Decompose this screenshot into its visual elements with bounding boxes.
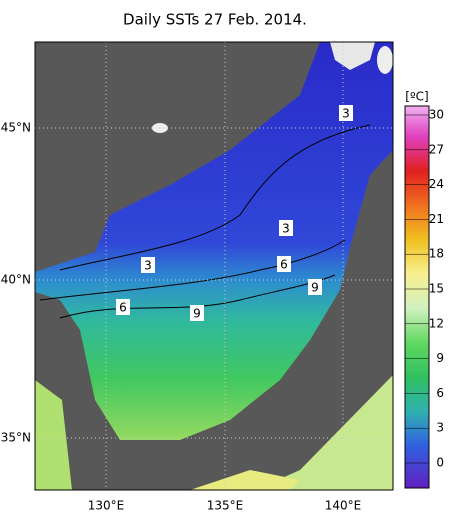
contour-label: 9: [311, 281, 319, 295]
colorbar-tick-label: 6: [436, 386, 444, 400]
contour-label-box: [339, 105, 353, 121]
lon-label: 135°E: [207, 499, 244, 513]
colorbar-tick-label: 27: [429, 142, 444, 156]
contour-label-box: [116, 299, 130, 315]
map-frame: [34, 41, 394, 491]
lat-label: 45°N: [1, 121, 31, 135]
map-area: [34, 41, 394, 491]
colorbar-tick-label: 30: [429, 108, 444, 122]
map-title: Daily SSTs 27 Feb. 2014.: [123, 11, 307, 29]
sea: [255, 375, 393, 490]
contour-label: 3: [282, 222, 290, 236]
sea: [190, 470, 300, 490]
contour-label: 3: [342, 107, 350, 121]
colorbar-tick-label: 15: [429, 282, 444, 296]
colorbar-tick-label: 9: [436, 351, 444, 365]
contour-label-box: [190, 305, 204, 321]
colorbar-tick-label: 21: [429, 212, 444, 226]
contour-label: 9: [193, 307, 201, 321]
contour-label-box: [277, 256, 291, 272]
colorbar-tick-label: 24: [429, 177, 444, 191]
contour-labels: 3 3 3 6 6 9 9: [116, 105, 353, 321]
contour-label: 6: [280, 258, 288, 272]
contour: [59, 274, 336, 319]
colorbar-tick-label: 12: [429, 316, 444, 330]
cloud-mask: [377, 46, 393, 74]
sea: [35, 380, 72, 490]
colorbar: [404, 105, 430, 489]
lat-label: 40°N: [1, 273, 31, 287]
colorbar-unit: [ºC]: [405, 90, 428, 104]
lat-label: 35°N: [1, 431, 31, 445]
contour-label-box: [141, 257, 155, 273]
colorbar-tick-label: 0: [436, 456, 444, 470]
sea: [35, 42, 393, 440]
ice: [330, 42, 375, 70]
colorbar-tick-label: 3: [436, 421, 444, 435]
contour: [39, 239, 346, 301]
graticule: [35, 42, 393, 490]
lon-label: 130°E: [88, 499, 125, 513]
contour: [59, 124, 371, 271]
contour-label-box: [279, 220, 293, 236]
colorbar-tick-label: 18: [429, 247, 444, 261]
lon-label: 140°E: [325, 499, 362, 513]
contour-label: 6: [119, 301, 127, 315]
contour-label-box: [308, 279, 322, 295]
contour-label: 3: [144, 259, 152, 273]
